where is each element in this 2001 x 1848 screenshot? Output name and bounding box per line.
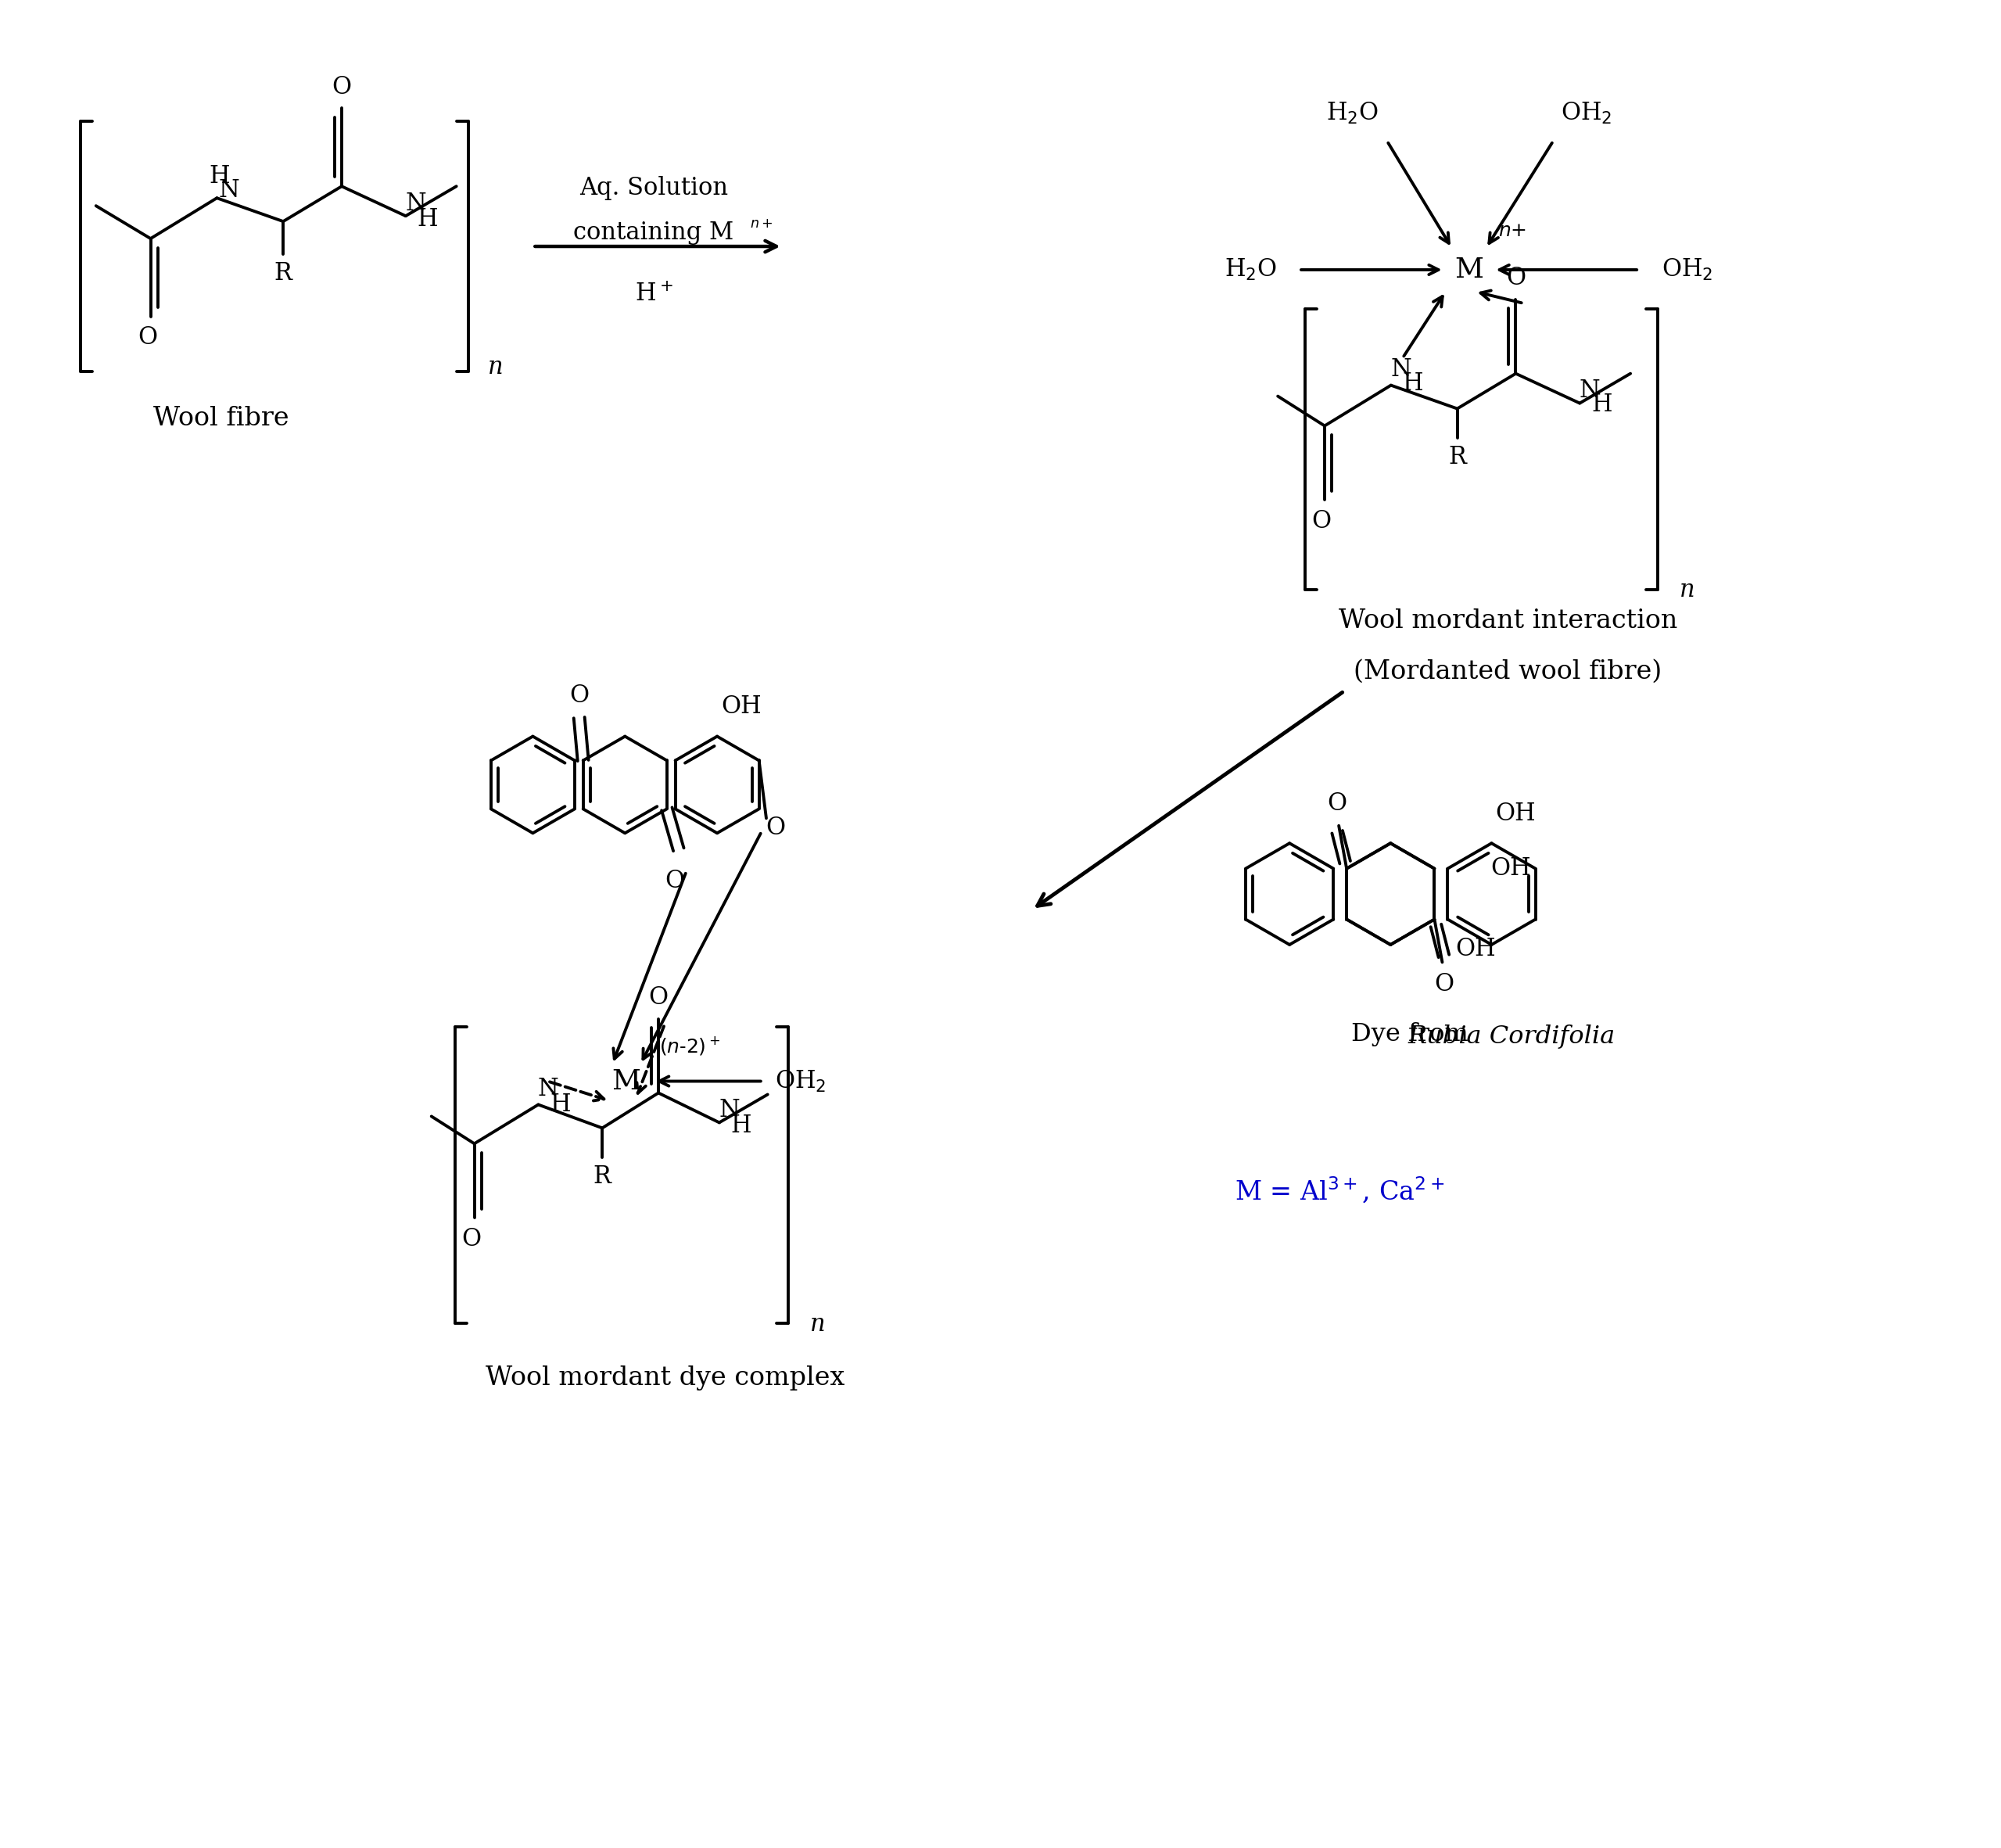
Text: OH: OH — [1455, 937, 1497, 961]
Text: O: O — [664, 869, 684, 893]
Text: R: R — [1449, 445, 1467, 469]
Text: H: H — [1403, 371, 1423, 395]
Text: O: O — [332, 76, 352, 100]
Text: Dye from: Dye from — [1351, 1022, 1477, 1046]
Text: N: N — [1391, 357, 1411, 383]
Text: O: O — [570, 684, 588, 708]
Text: Rubia Cordifolia: Rubia Cordifolia — [1409, 1024, 1615, 1050]
Text: H: H — [730, 1114, 752, 1138]
Text: N: N — [538, 1077, 558, 1101]
Text: O: O — [1327, 791, 1347, 817]
Text: OH$_2$: OH$_2$ — [1661, 257, 1713, 283]
Text: (Mordanted wool fibre): (Mordanted wool fibre) — [1355, 660, 1663, 684]
Text: R: R — [274, 262, 292, 286]
Text: N: N — [718, 1098, 740, 1122]
Text: n: n — [1679, 578, 1695, 602]
Text: Wool fibre: Wool fibre — [152, 405, 288, 431]
Text: OH: OH — [720, 695, 762, 719]
Text: M: M — [612, 1068, 640, 1094]
Text: O: O — [1313, 508, 1331, 532]
Text: O: O — [648, 985, 668, 1009]
Text: H$^+$: H$^+$ — [634, 283, 672, 307]
Text: OH: OH — [1495, 802, 1537, 826]
Text: H: H — [1591, 392, 1613, 418]
Text: O: O — [766, 815, 786, 839]
Text: containing M: containing M — [574, 220, 734, 244]
Text: Aq. Solution: Aq. Solution — [580, 176, 728, 200]
Text: H$_2$O: H$_2$O — [1327, 102, 1379, 126]
Text: R: R — [594, 1164, 610, 1188]
Text: M: M — [1455, 257, 1483, 283]
Text: Wool mordant interaction: Wool mordant interaction — [1339, 608, 1677, 634]
Text: O: O — [1507, 266, 1525, 290]
Text: Wool mordant dye complex: Wool mordant dye complex — [486, 1366, 844, 1390]
Text: O: O — [138, 325, 158, 349]
Text: $^{n+}$: $^{n+}$ — [750, 220, 772, 238]
Text: O: O — [462, 1227, 480, 1251]
Text: N: N — [406, 192, 426, 216]
Text: $n$+: $n$+ — [1499, 222, 1527, 240]
Text: OH$_2$: OH$_2$ — [774, 1068, 826, 1094]
Text: M = Al$^{3+}$, Ca$^{2+}$: M = Al$^{3+}$, Ca$^{2+}$ — [1235, 1175, 1445, 1205]
Text: H: H — [208, 164, 230, 188]
Text: H: H — [416, 207, 438, 231]
Text: OH: OH — [1491, 856, 1531, 881]
Text: OH$_2$: OH$_2$ — [1561, 102, 1611, 126]
Text: H$_2$O: H$_2$O — [1225, 257, 1277, 283]
Text: $(n$-$2)^+$: $(n$-$2)^+$ — [658, 1035, 720, 1057]
Text: N: N — [1579, 379, 1601, 403]
Text: n: n — [810, 1312, 824, 1336]
Text: H: H — [550, 1092, 570, 1116]
Text: N: N — [218, 177, 240, 201]
Text: n: n — [488, 355, 502, 379]
Text: O: O — [1435, 972, 1453, 996]
